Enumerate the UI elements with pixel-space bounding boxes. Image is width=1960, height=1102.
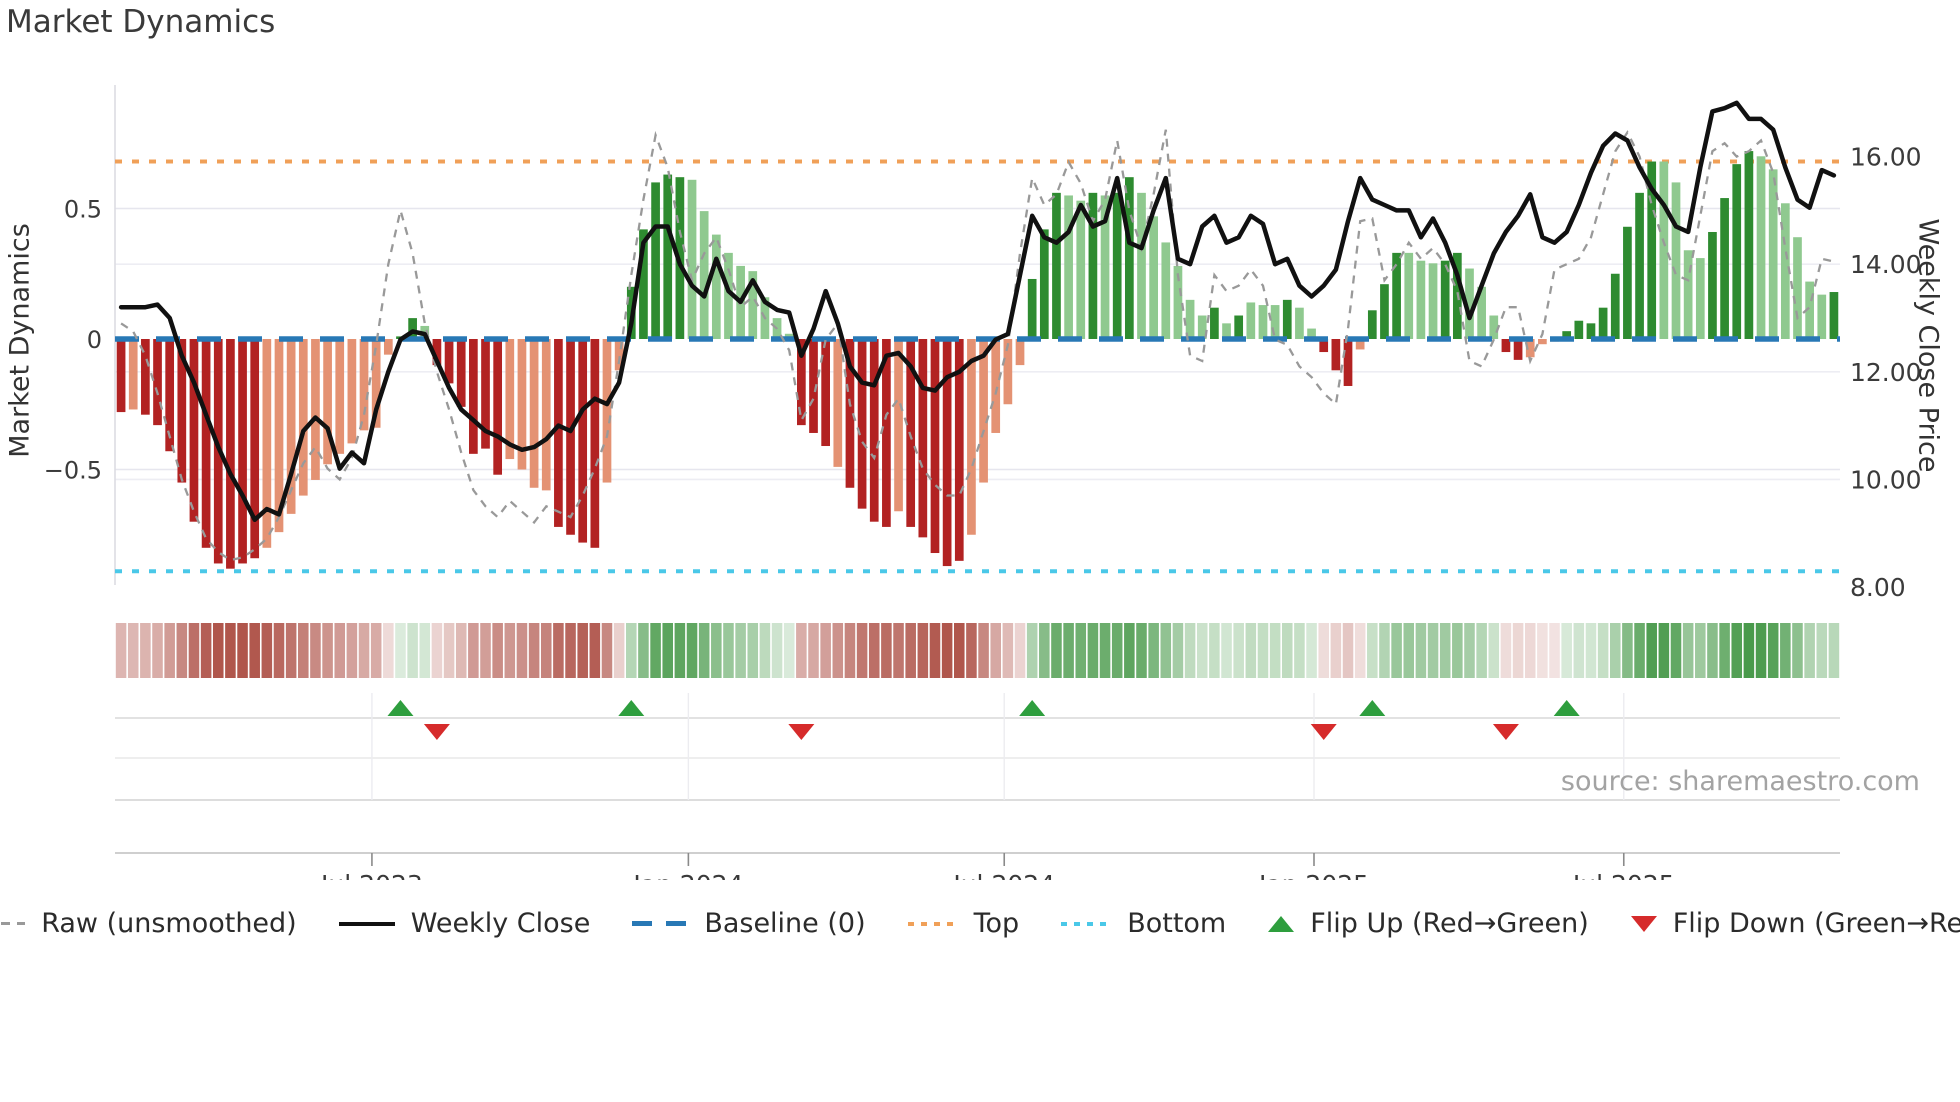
legend-label: Bottom (1127, 908, 1227, 939)
legend-label: Top (973, 908, 1020, 939)
svg-text:Jul 2025: Jul 2025 (1571, 870, 1675, 880)
flip-down-triangle-icon (1630, 915, 1657, 932)
legend-item-baseline: Baseline (0) (632, 908, 866, 939)
right-axis-title: Weekly Close Price (1912, 218, 1944, 473)
svg-text:8.00: 8.00 (1850, 573, 1906, 602)
legend-item-flip-up: Flip Up (Red→Green) (1268, 908, 1589, 939)
svg-text:Jan 2024: Jan 2024 (631, 870, 743, 880)
svg-text:0.5: 0.5 (64, 196, 102, 224)
legend-label: Baseline (0) (704, 908, 866, 939)
legend-item-top: Top (907, 908, 1020, 939)
legend-item-weekly-close: Weekly Close (338, 908, 591, 939)
legend-item-bottom: Bottom (1061, 908, 1226, 939)
legend-label: Raw (unsmoothed) (41, 908, 297, 939)
svg-text:−0.5: −0.5 (44, 457, 102, 485)
svg-text:Jul 2024: Jul 2024 (951, 870, 1055, 880)
legend-item-flip-down: Flip Down (Green→Red) (1630, 908, 1960, 939)
svg-text:0: 0 (87, 326, 102, 354)
svg-text:14.00: 14.00 (1850, 250, 1922, 279)
svg-text:Jul 2023: Jul 2023 (319, 870, 423, 880)
legend-label: Weekly Close (410, 908, 591, 939)
close-line-swatch-icon (338, 921, 395, 926)
page-title: Market Dynamics (6, 4, 276, 40)
legend-label: Flip Down (Green→Red) (1672, 908, 1960, 939)
top-line-swatch-icon (907, 921, 958, 926)
left-axis-title: Market Dynamics (4, 223, 36, 458)
baseline-swatch-icon (632, 921, 689, 926)
svg-text:12.00: 12.00 (1850, 358, 1922, 387)
svg-text:Jan 2025: Jan 2025 (1257, 870, 1369, 880)
chart-legend: Raw (unsmoothed) Weekly Close Baseline (… (0, 908, 1960, 939)
svg-text:16.00: 16.00 (1850, 143, 1922, 172)
raw-line-swatch-icon (0, 922, 26, 925)
bottom-line-swatch-icon (1061, 921, 1112, 926)
legend-item-raw: Raw (unsmoothed) (0, 908, 297, 939)
svg-text:10.00: 10.00 (1850, 465, 1922, 494)
chart-canvas: 0.5 0 −0.5 16.00 14.00 12.00 10.00 8.00 Jul 2023… (44, 85, 1922, 880)
legend-label: Flip Up (Red→Green) (1310, 908, 1589, 939)
source-attribution: source: sharemaestro.com (1560, 766, 1920, 797)
flip-up-triangle-icon (1268, 915, 1295, 932)
